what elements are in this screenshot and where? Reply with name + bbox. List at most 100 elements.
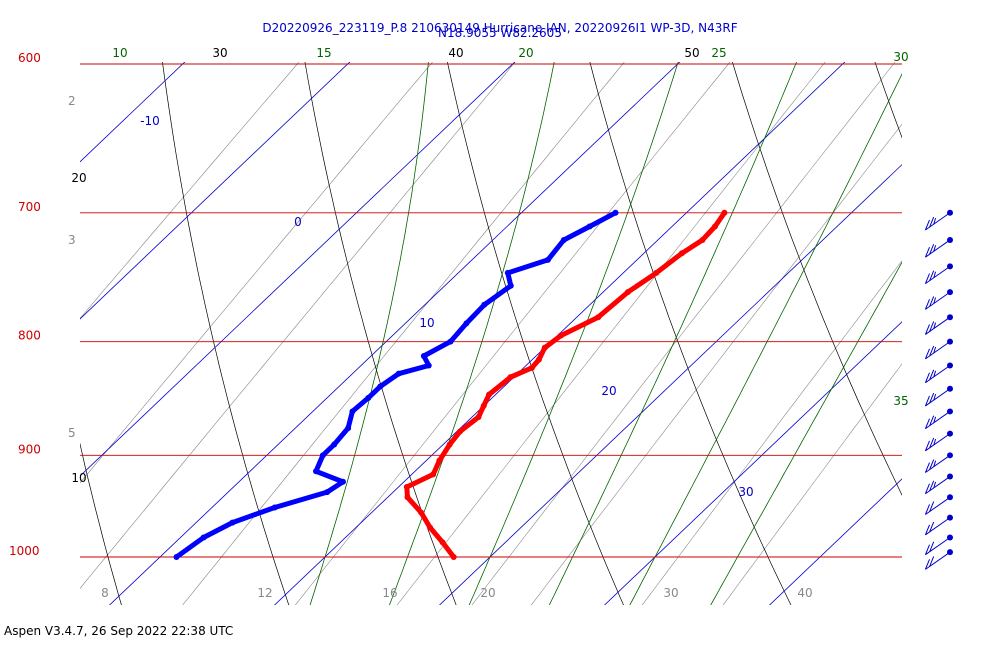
temperature-profile-point bbox=[721, 209, 728, 216]
mixing-ratio-line bbox=[722, 363, 902, 605]
wind-barb bbox=[924, 314, 953, 335]
temperature-profile-point bbox=[450, 554, 457, 560]
moist-adiabat-line bbox=[548, 62, 797, 605]
mixing-ratio-bottom-label: 8 bbox=[101, 586, 109, 600]
mixing-ratio-line bbox=[295, 62, 731, 605]
isotherm-line bbox=[80, 62, 351, 320]
dewpoint-profile bbox=[174, 210, 618, 560]
dry-adiabat-line bbox=[80, 442, 122, 605]
dry-adiabat-line bbox=[732, 62, 902, 496]
mixing-ratio-bottom-label: 40 bbox=[797, 586, 812, 600]
isotherm-line bbox=[604, 321, 902, 605]
dewpoint-profile-point bbox=[229, 519, 236, 526]
wind-barb bbox=[924, 408, 953, 430]
temperature-profile bbox=[404, 210, 727, 560]
isotherm-line bbox=[109, 62, 681, 605]
temperature-profile-point bbox=[457, 428, 464, 435]
isotherm-line bbox=[274, 62, 846, 605]
moist-adiabat-label: 15 bbox=[316, 46, 331, 60]
dry-adiabat-label: 30 bbox=[212, 46, 227, 60]
dewpoint-profile-point bbox=[504, 269, 511, 276]
dewpoint-profile-point bbox=[560, 236, 567, 243]
moist-adiabat-label: 35 bbox=[893, 394, 908, 408]
dry-adiabat-line bbox=[589, 62, 792, 605]
dry-adiabat-label: 40 bbox=[448, 46, 463, 60]
dry-adiabat-line bbox=[447, 62, 624, 605]
dewpoint-profile-point bbox=[481, 301, 488, 308]
isotherm-label: 30 bbox=[738, 485, 753, 499]
dry-adiabat-label: 50 bbox=[684, 46, 699, 60]
wind-barb bbox=[924, 452, 953, 473]
dewpoint-profile-point bbox=[463, 320, 470, 327]
dewpoint-profile-point bbox=[345, 425, 352, 432]
temperature-profile-point bbox=[557, 332, 564, 339]
wind-barb bbox=[924, 338, 953, 360]
mixing-ratio-line bbox=[471, 62, 896, 605]
mixing-ratio-side-label: 3 bbox=[68, 233, 76, 247]
dewpoint-profile-point bbox=[331, 441, 338, 448]
isotherms bbox=[80, 62, 902, 605]
wind-barb bbox=[924, 209, 953, 231]
chart-title-group: D20220926_223119_P.8 210630149 Hurricane… bbox=[262, 21, 737, 40]
mixing-ratio-line bbox=[530, 123, 902, 605]
temperature-profile-point bbox=[653, 269, 660, 276]
mixing-ratio-line bbox=[80, 62, 300, 319]
dewpoint-profile-point bbox=[447, 338, 454, 345]
moist-adiabat-label: 10 bbox=[112, 46, 127, 60]
dry-adiabat-line bbox=[993, 0, 1000, 613]
pressure-label: 1000 bbox=[9, 544, 40, 558]
moist-adiabats bbox=[309, 62, 902, 605]
temperature-profile-point bbox=[595, 314, 602, 321]
software-version-footer: Aspen V3.4.7, 26 Sep 2022 22:38 UTC bbox=[4, 624, 234, 638]
dewpoint-profile-point bbox=[319, 452, 326, 459]
mixing-ratio-bottom-label: 30 bbox=[663, 586, 678, 600]
isotherm-line bbox=[769, 478, 902, 605]
temperature-profile-point bbox=[541, 344, 548, 351]
temperature-profile-point bbox=[528, 364, 535, 371]
temperature-profile-point bbox=[475, 414, 482, 421]
temperature-profile-point bbox=[439, 539, 446, 546]
dewpoint-profile-point bbox=[586, 223, 593, 230]
dry-adiabats bbox=[80, 0, 1000, 613]
dry-adiabat-line bbox=[304, 62, 457, 605]
dry-adiabat-label: 20 bbox=[71, 171, 86, 185]
moist-adiabat-label: 30 bbox=[893, 50, 908, 64]
dewpoint-profile-point bbox=[612, 209, 619, 216]
temperature-profile-point bbox=[404, 494, 411, 501]
moist-adiabat-line bbox=[389, 62, 555, 605]
dewpoint-profile-point bbox=[544, 256, 551, 263]
isotherm-label: 0 bbox=[294, 215, 302, 229]
dewpoint-profile-point bbox=[365, 394, 372, 401]
wind-barb bbox=[924, 385, 953, 407]
wind-barb bbox=[924, 362, 953, 384]
dewpoint-profile-point bbox=[200, 534, 207, 541]
moist-adiabat-line bbox=[629, 73, 902, 605]
isotherm-line bbox=[80, 62, 186, 163]
dewpoint-profile-point bbox=[324, 489, 331, 496]
pressure-label: 900 bbox=[18, 442, 41, 456]
wind-barbs bbox=[924, 209, 953, 570]
isotherm-label: 10 bbox=[419, 316, 434, 330]
isotherm-line bbox=[80, 62, 516, 477]
temperature-profile-point bbox=[430, 471, 437, 478]
temperature-profile-point bbox=[507, 374, 514, 381]
isobars bbox=[80, 63, 902, 558]
wind-barb bbox=[924, 549, 953, 570]
dewpoint-profile-point bbox=[349, 408, 356, 415]
temperature-profile-point bbox=[711, 223, 718, 230]
moist-adiabat-line bbox=[468, 62, 679, 605]
mixing-ratio-bottom-label: 20 bbox=[480, 586, 495, 600]
temperature-profile-point bbox=[427, 524, 434, 531]
profiles bbox=[173, 209, 728, 560]
temperature-profile-point bbox=[418, 509, 425, 516]
wind-barb bbox=[924, 263, 953, 285]
isotherm-label: 20 bbox=[601, 384, 616, 398]
mixing-ratio-lines bbox=[80, 62, 902, 605]
wind-barb bbox=[924, 514, 953, 536]
wind-barb bbox=[924, 430, 953, 452]
temperature-profile-point bbox=[624, 289, 631, 296]
isotherm-label: -10 bbox=[140, 114, 160, 128]
wind-barb bbox=[924, 236, 953, 258]
